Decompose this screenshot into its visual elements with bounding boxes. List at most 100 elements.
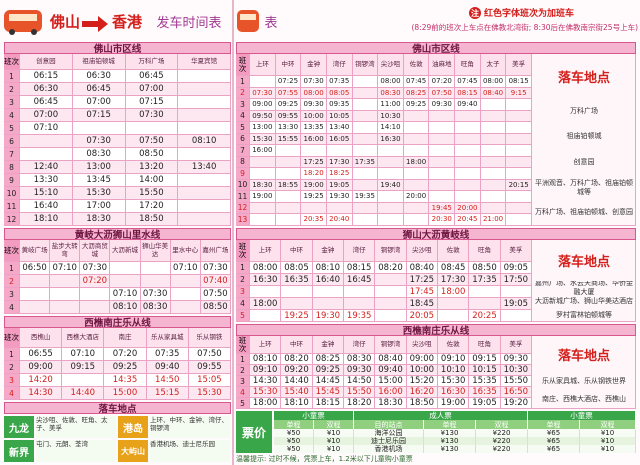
column-header: 尖沙咀 (406, 336, 438, 354)
trip-number: 2 (236, 87, 250, 99)
time-cell: 16:50 (500, 387, 532, 398)
time-cell: 15:15 (146, 387, 189, 400)
time-cell: 16:30 (378, 133, 404, 145)
time-cell (275, 145, 302, 157)
time-cell (50, 288, 81, 301)
column-header: 南庄 (104, 328, 147, 348)
time-cell: 20:05 (406, 310, 438, 322)
column-header: 旺角 (469, 240, 501, 262)
time-cell (506, 110, 532, 122)
time-cell: 07:00 (20, 109, 73, 122)
time-cell (506, 168, 532, 180)
time-cell: 07:35 (146, 348, 189, 361)
time-cell (178, 187, 231, 200)
time-cell (506, 122, 532, 134)
time-cell: 15:10 (20, 187, 73, 200)
time-cell: 15:30 (72, 187, 126, 200)
table-title: 佛山市区线 (4, 42, 231, 54)
time-cell (506, 191, 532, 203)
time-cell: 18:30 (375, 398, 407, 409)
column-header: 佐敦 (438, 240, 470, 262)
time-cell: 18:50 (125, 213, 179, 226)
time-cell: 08:45 (438, 262, 470, 274)
column-header: 铜锣湾 (352, 54, 379, 76)
time-cell: 07:20 (104, 348, 147, 361)
trip-number: 3 (236, 286, 250, 298)
time-cell: 08:05 (326, 87, 353, 99)
fare-cell: 海洋公园 (354, 429, 424, 437)
time-cell (250, 202, 276, 214)
time-cell (275, 202, 302, 214)
time-cell: 08:50 (200, 301, 231, 314)
time-cell (403, 110, 430, 122)
time-cell: 08:25 (312, 354, 344, 365)
time-cell (403, 122, 430, 134)
time-cell (429, 168, 456, 180)
time-cell (170, 288, 201, 301)
note-subtext: (8:29前的班次上车点在佛教北湾街; 8:30后在佛教南宗街25号上车) (411, 23, 639, 32)
dropoff-place: 大沥新城广场、狮山华美达酒店 (535, 296, 633, 305)
time-cell (506, 214, 532, 226)
column-header: 佐敦 (403, 54, 430, 76)
column-header: 佐敦 (438, 336, 470, 354)
trip-number: 3 (236, 376, 250, 387)
time-cell: 09:10 (250, 365, 282, 376)
time-cell (326, 202, 353, 214)
time-cell: 08:00 (480, 76, 507, 88)
fare-cell: ¥220 (476, 437, 528, 445)
time-cell (352, 179, 379, 191)
time-cell (110, 275, 141, 288)
time-cell: 06:30 (20, 83, 73, 96)
column-header: 太子 (480, 54, 507, 76)
time-cell (275, 168, 302, 180)
column-header: 上环 (250, 240, 282, 262)
trip-number: 9 (4, 174, 20, 187)
trip-number: 8 (236, 156, 250, 168)
trip-number: 2 (236, 274, 250, 286)
time-cell (281, 298, 313, 310)
time-cell (352, 168, 379, 180)
column-header: 华夏宾馆 (178, 54, 231, 70)
column-header: 西樵大酒店 (62, 328, 105, 348)
time-cell: 17:00 (72, 200, 126, 213)
fare-cell: ¥130 (424, 437, 476, 445)
area-text: 尖沙咀、佐敦、旺角、太子、美孚 (36, 416, 116, 438)
area-text: 上环、中环、金钟、湾仔、铜锣湾 (150, 416, 230, 438)
time-cell: 13:20 (125, 161, 179, 174)
fare-subheader: 双程 (314, 420, 354, 429)
time-cell: 19:05 (500, 298, 532, 310)
time-cell: 13:40 (178, 161, 231, 174)
time-cell: 20:15 (506, 179, 532, 191)
fare-cell: ¥10 (580, 445, 636, 453)
column-header: 里水中心 (170, 240, 201, 262)
time-cell: 15:55 (275, 133, 302, 145)
time-cell (455, 133, 481, 145)
wheel (31, 29, 37, 35)
time-cell: 07:30 (80, 262, 111, 275)
trip-number: 8 (4, 161, 20, 174)
time-cell: 15:30 (250, 387, 282, 398)
bus-icon (237, 10, 259, 32)
column-header: 旺角 (469, 336, 501, 354)
time-cell (438, 298, 470, 310)
time-cell (403, 145, 430, 157)
time-cell: 14:30 (250, 376, 282, 387)
time-cell: 18:00 (438, 286, 470, 298)
fare-cell: ¥10 (580, 437, 636, 445)
trip-number: 3 (4, 96, 20, 109)
time-cell (326, 145, 353, 157)
fare-cell: ¥50 (274, 445, 314, 453)
time-cell: 08:10 (312, 262, 344, 274)
time-cell (480, 133, 507, 145)
area-name: 九龙 (4, 416, 34, 438)
time-cell: 09:25 (104, 361, 147, 374)
header-title: 发车时间表 (156, 15, 222, 31)
time-cell (378, 156, 404, 168)
time-cell: 09:50 (250, 110, 276, 122)
time-cell (110, 262, 141, 275)
time-cell: 16:45 (344, 274, 376, 286)
time-cell (250, 156, 276, 168)
time-cell (480, 99, 507, 111)
time-cell: 09:00 (406, 354, 438, 365)
time-cell: 08:30 (344, 354, 376, 365)
